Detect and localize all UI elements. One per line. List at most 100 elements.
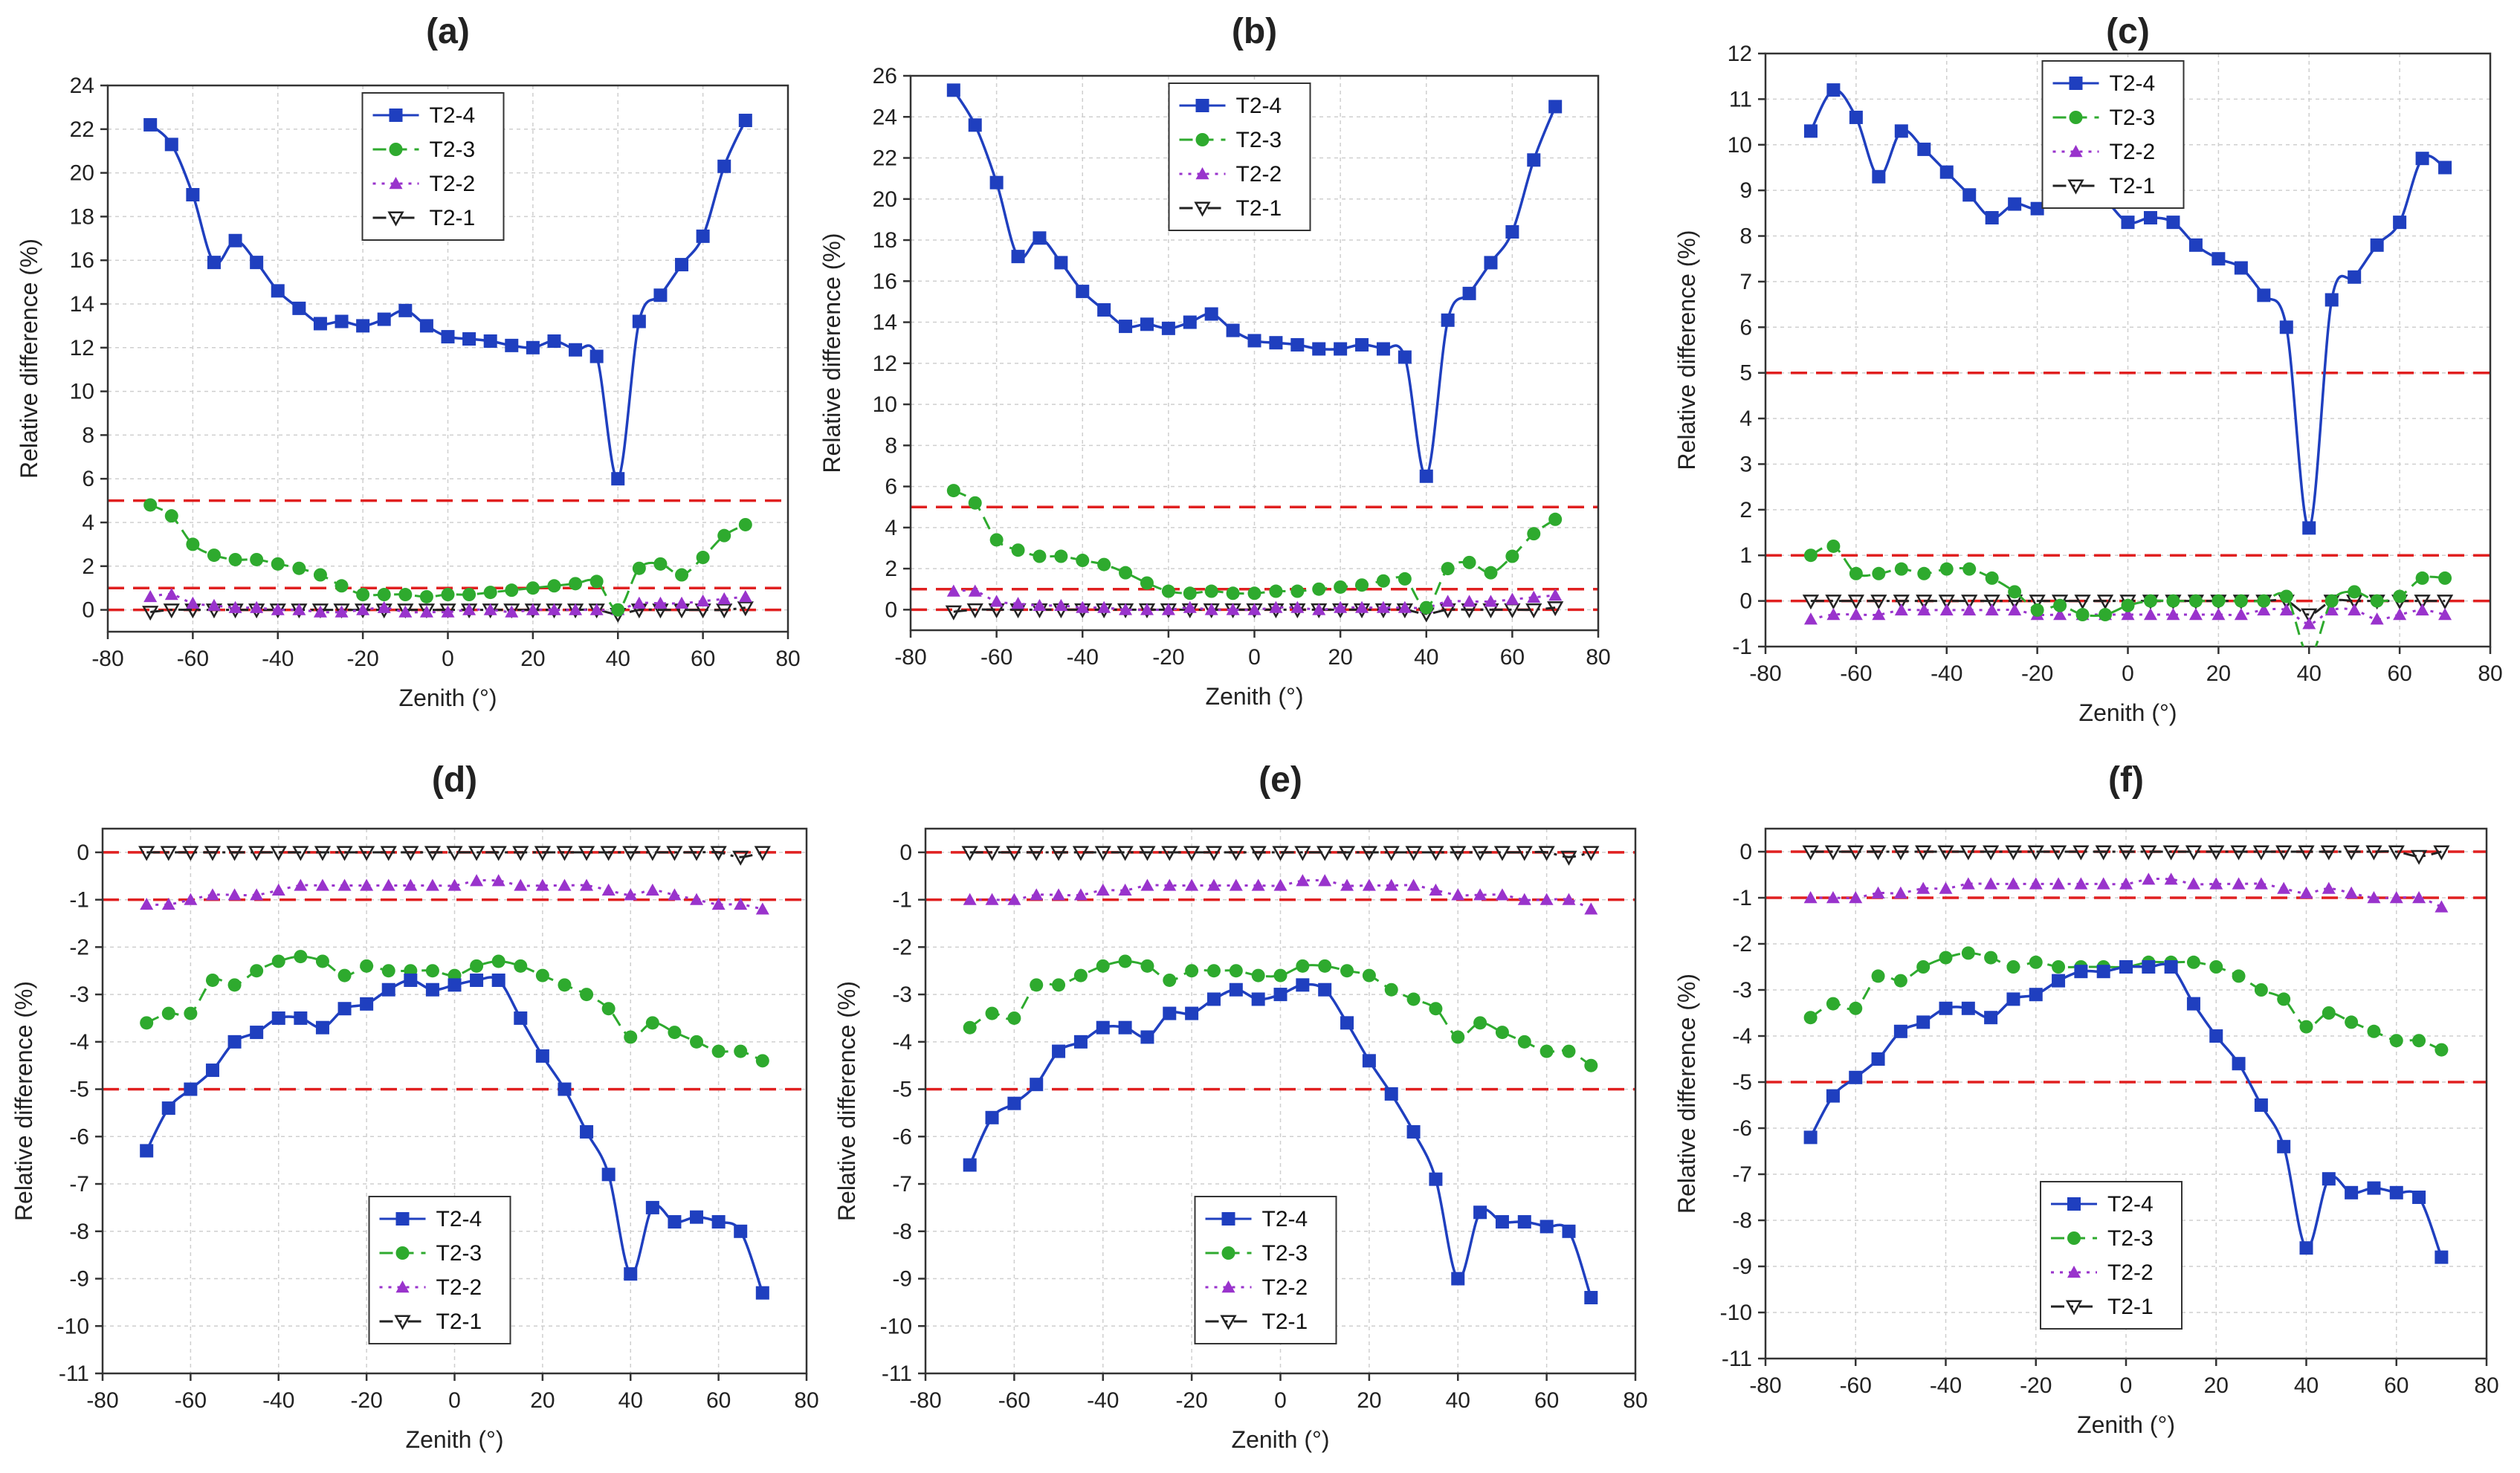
data-point [1484, 595, 1498, 607]
data-point [2186, 997, 2200, 1011]
data-point [1206, 992, 1221, 1006]
x-tick-label: -40 [1067, 645, 1099, 670]
data-point [1312, 603, 1326, 615]
data-point [2049, 845, 2067, 861]
data-point [2370, 238, 2384, 252]
data-point [2212, 608, 2226, 621]
x-tick-label: 0 [442, 647, 454, 671]
data-point [483, 334, 497, 348]
data-point [377, 312, 391, 326]
data-point [143, 117, 158, 132]
data-point [271, 1011, 285, 1025]
data-point [1548, 100, 1563, 114]
x-tick-label: 60 [706, 1388, 731, 1413]
data-point [398, 303, 413, 317]
data-point [271, 557, 285, 571]
data-point [404, 878, 418, 891]
data-point [2166, 608, 2180, 621]
data-point [1826, 891, 1840, 904]
data-point [2008, 585, 2022, 599]
data-point [2121, 608, 2135, 621]
data-point [2142, 873, 2156, 885]
data-point [292, 603, 306, 615]
data-point [1826, 1089, 1840, 1103]
data-point [1007, 1011, 1021, 1025]
data-point [2162, 845, 2180, 861]
data-point [1334, 600, 1348, 613]
y-tick-label: -3 [892, 982, 912, 1007]
y-tick-label: -1 [892, 888, 912, 913]
series-T2-4 [963, 978, 1598, 1305]
data-point [1803, 891, 1818, 904]
data-point [164, 137, 178, 152]
data-point [1892, 845, 1910, 861]
data-point [1229, 982, 1243, 997]
data-point [1584, 1058, 1598, 1072]
data-point [1871, 969, 1885, 983]
data-point [380, 846, 397, 861]
data-point [2254, 877, 2268, 890]
data-point [2008, 197, 2022, 211]
x-tick-label: -60 [980, 645, 1012, 670]
data-point [989, 175, 1004, 190]
data-point [294, 950, 308, 964]
data-point [184, 1082, 198, 1096]
data-point [250, 600, 264, 613]
y-axis-label: Relative difference (%) [818, 233, 845, 473]
x-tick-label: -40 [262, 647, 294, 671]
panel-4: -80 -60 -40 -20 0 20 40 60 80 0 -1 -2 -3 -4 -5 -6 -7 -8 -9… [833, 760, 1648, 1453]
data-point [1206, 878, 1221, 891]
y-tick-label: 2 [1739, 498, 1752, 522]
y-tick-label: 1 [1739, 543, 1752, 568]
data-point [142, 606, 159, 621]
y-tick-label: 16 [70, 248, 94, 273]
data-point [2209, 1029, 2223, 1043]
data-point [1269, 584, 1283, 598]
data-point [2052, 960, 2066, 974]
y-tick-label: -7 [892, 1172, 912, 1197]
data-point [1803, 548, 1818, 563]
data-point [1226, 603, 1240, 615]
legend-label: T2-4 [2110, 71, 2156, 96]
data-point [1251, 878, 1265, 891]
data-point [653, 596, 668, 609]
x-tick-label: -20 [2020, 1373, 2052, 1398]
y-tick-label: -11 [1722, 1347, 1752, 1371]
data-point [186, 596, 200, 609]
data-point [526, 581, 540, 595]
data-point [184, 1006, 198, 1020]
data-point [2348, 585, 2362, 599]
data-point [358, 846, 375, 861]
y-tick-label: 7 [1739, 270, 1752, 294]
data-point [418, 603, 436, 619]
data-point [1097, 302, 1111, 317]
y-tick-label: 4 [885, 516, 897, 540]
data-point [2053, 598, 2067, 612]
data-point [2435, 1250, 2449, 1264]
data-point [226, 846, 243, 861]
y-tick-label: 4 [1739, 407, 1752, 431]
legend-marker [389, 177, 403, 190]
x-tick-label: 20 [520, 647, 545, 671]
series-T2-1 [138, 846, 771, 866]
data-point [2299, 886, 2313, 899]
data-point [600, 846, 617, 861]
x-tick-label: 60 [691, 647, 715, 671]
data-point [2388, 845, 2405, 861]
data-point [1204, 307, 1218, 321]
data-point [311, 603, 329, 619]
data-point [163, 603, 180, 619]
data-point [1962, 562, 1977, 576]
data-point [580, 988, 594, 1002]
data-point [589, 603, 604, 615]
data-point [632, 596, 646, 609]
data-point [186, 537, 200, 551]
data-point [2257, 594, 2271, 608]
data-point [250, 1026, 264, 1040]
y-tick-label: 8 [1739, 224, 1752, 249]
legend-label: T2-3 [1236, 128, 1282, 152]
data-point [441, 588, 455, 602]
y-tick-label: -4 [1732, 1024, 1752, 1049]
data-point [1030, 1078, 1044, 1092]
data-point [402, 846, 419, 861]
